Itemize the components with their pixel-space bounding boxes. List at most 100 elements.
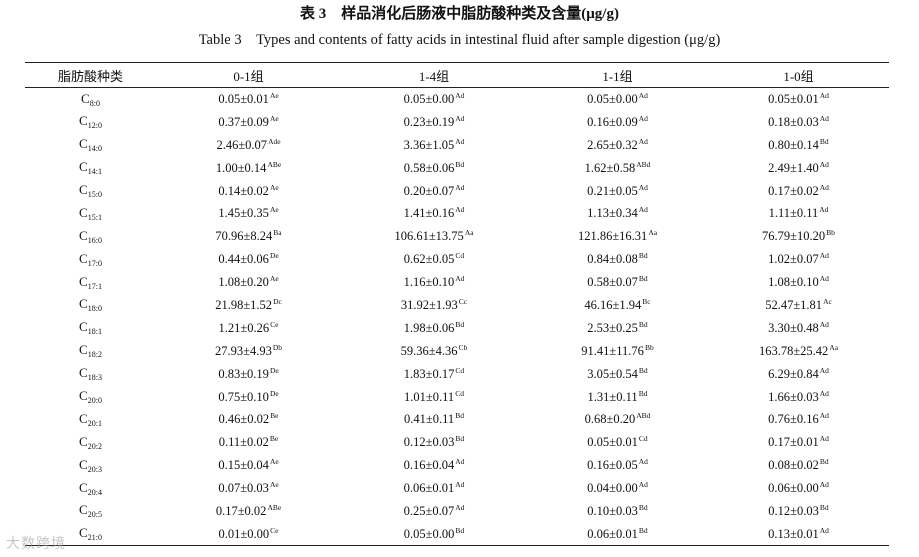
significance-letters: ABd: [636, 411, 651, 421]
table-row: C18:0 21.98±1.52Dc 31.92±1.93Cc 46.16±1.94B…: [25, 294, 889, 317]
value-text: 0.58±0.06: [403, 160, 455, 175]
significance-letters: Ad: [638, 480, 648, 490]
significance-letters: Ad: [638, 136, 648, 146]
value-cell: 1.41±0.16Ad: [341, 202, 527, 225]
fatty-acid-subscript: 14:1: [87, 167, 102, 177]
value-cell: 0.12±0.03Bd: [708, 500, 889, 523]
significance-letters: Bd: [638, 274, 648, 284]
value-text: 1.00±0.14: [215, 160, 267, 175]
significance-letters: ABe: [267, 159, 282, 169]
value-text: 0.80±0.14: [768, 137, 819, 152]
fatty-acid-subscript: 20:4: [87, 487, 102, 497]
significance-letters: Db: [272, 342, 283, 352]
value-text: 0.25±0.07: [403, 503, 455, 518]
fatty-acid-base: C: [79, 433, 88, 449]
fatty-acid-subscript: 20:3: [87, 464, 102, 474]
value-cell: 91.41±11.76Bb: [527, 339, 708, 362]
fatty-acid-subscript: 21:0: [87, 533, 102, 543]
value-text: 106.61±13.75: [394, 229, 464, 244]
fatty-acid-subscript: 18:1: [87, 327, 102, 337]
fatty-acid-name: C20:5: [25, 500, 156, 523]
value-text: 163.78±25.42: [758, 343, 829, 358]
value-cell: 0.46±0.02Be: [156, 408, 341, 431]
value-cell: 0.06±0.00Ad: [708, 477, 889, 500]
fatty-acid-subscript: 14:0: [87, 144, 102, 154]
significance-letters: Ad: [819, 411, 829, 421]
value-cell: 21.98±1.52Dc: [156, 294, 341, 317]
table-row: C20:1 0.46±0.02Be 0.41±0.11Bd 0.68±0.20ABd 0…: [25, 408, 889, 431]
header-group-1-0: 1-0组: [783, 68, 814, 84]
value-text: 0.12±0.03: [403, 435, 455, 450]
fatty-acid-base: C: [79, 250, 88, 266]
value-text: 2.53±0.25: [587, 320, 638, 335]
value-text: 1.41±0.16: [403, 206, 455, 221]
table-row: C18:3 0.83±0.19De 1.83±0.17Cd 3.05±0.54Bd 6.…: [25, 362, 889, 385]
significance-letters: Ad: [638, 205, 648, 215]
value-cell: 0.08±0.02Bd: [708, 454, 889, 477]
value-text: 0.06±0.00: [768, 481, 819, 496]
value-cell: 70.96±8.24Ba: [156, 225, 341, 248]
value-cell: 0.18±0.03Ad: [708, 110, 889, 133]
value-text: 0.11±0.02: [218, 435, 269, 450]
fatty-acid-name: C18:0: [25, 294, 156, 317]
value-text: 0.05±0.00: [403, 92, 455, 107]
value-cell: 0.06±0.01Ad: [341, 477, 527, 500]
value-text: 1.62±0.58: [584, 160, 636, 175]
header-group-0-1: 0-1组: [233, 68, 264, 84]
value-cell: 0.23±0.19Ad: [341, 110, 527, 133]
value-cell: 0.16±0.04Ad: [341, 454, 527, 477]
value-cell: 0.05±0.00Ad: [341, 88, 527, 111]
value-cell: 2.53±0.25Bd: [527, 316, 708, 339]
table-row: C20:0 0.75±0.10De 1.01±0.11Cd 1.31±0.11Bd 1.…: [25, 385, 889, 408]
fatty-acid-name: C14:0: [25, 133, 156, 156]
value-cell: 0.80±0.14Bd: [708, 133, 889, 156]
fatty-acid-name: C18:2: [25, 339, 156, 362]
fatty-acid-base: C: [79, 182, 88, 197]
value-cell: 1.11±0.11Ad: [708, 202, 889, 225]
significance-letters: Ad: [819, 251, 829, 261]
value-text: 0.18±0.03: [768, 114, 819, 129]
value-text: 0.75±0.10: [218, 389, 269, 404]
value-cell: 0.41±0.11Bd: [341, 408, 527, 431]
value-cell: 2.46±0.07Ade: [156, 133, 341, 156]
table-row: C17:1 1.08±0.20Ae 1.16±0.10Ad 0.58±0.07Bd 1.…: [25, 271, 889, 294]
value-cell: 0.83±0.19De: [156, 362, 341, 385]
value-text: 0.05±0.00: [403, 526, 455, 541]
fatty-acid-subscript: 18:0: [87, 304, 102, 314]
value-text: 59.36±4.36: [400, 343, 458, 358]
value-cell: 0.16±0.09Ad: [527, 110, 708, 133]
fatty-acid-subscript: 20:2: [87, 441, 102, 451]
significance-letters: Bb: [826, 228, 835, 238]
value-cell: 1.01±0.11Cd: [341, 385, 527, 408]
value-cell: 1.08±0.20Ae: [156, 271, 341, 294]
value-cell: 2.65±0.32Ad: [527, 133, 708, 156]
value-cell: 0.37±0.09Ae: [156, 110, 341, 133]
significance-letters: Bd: [455, 159, 465, 169]
value-cell: 0.17±0.02Ad: [708, 179, 889, 202]
fatty-acid-name: C18:3: [25, 362, 156, 385]
significance-letters: Ad: [819, 388, 829, 398]
value-cell: 52.47±1.81Ac: [708, 294, 889, 317]
fatty-acid-subscript: 8:0: [89, 98, 100, 108]
fatty-acid-subscript: 17:1: [87, 281, 102, 291]
significance-letters: Dc: [273, 296, 282, 306]
value-cell: 121.86±16.31Aa: [527, 225, 708, 248]
value-cell: 3.30±0.48Ad: [708, 316, 889, 339]
value-cell: 0.75±0.10De: [156, 385, 341, 408]
fatty-acid-base: C: [79, 273, 88, 289]
value-text: 1.08±0.10: [768, 275, 819, 290]
fatty-acid-subscript: 17:0: [87, 258, 102, 268]
fatty-acid-name: C20:1: [25, 408, 156, 431]
significance-letters: Ce: [270, 319, 279, 329]
fatty-acid-base: C: [79, 136, 88, 152]
fatty-acid-base: C: [79, 479, 88, 495]
value-text: 1.11±0.11: [768, 206, 819, 221]
value-cell: 0.10±0.03Bd: [527, 500, 708, 523]
significance-letters: Bd: [819, 457, 829, 467]
value-cell: 0.01±0.00Ce: [156, 522, 341, 545]
significance-letters: Ad: [819, 319, 829, 329]
fatty-acid-name: C16:0: [25, 225, 156, 248]
significance-letters: De: [269, 365, 279, 375]
value-text: 0.04±0.00: [587, 481, 638, 496]
value-text: 0.15±0.04: [218, 458, 269, 473]
